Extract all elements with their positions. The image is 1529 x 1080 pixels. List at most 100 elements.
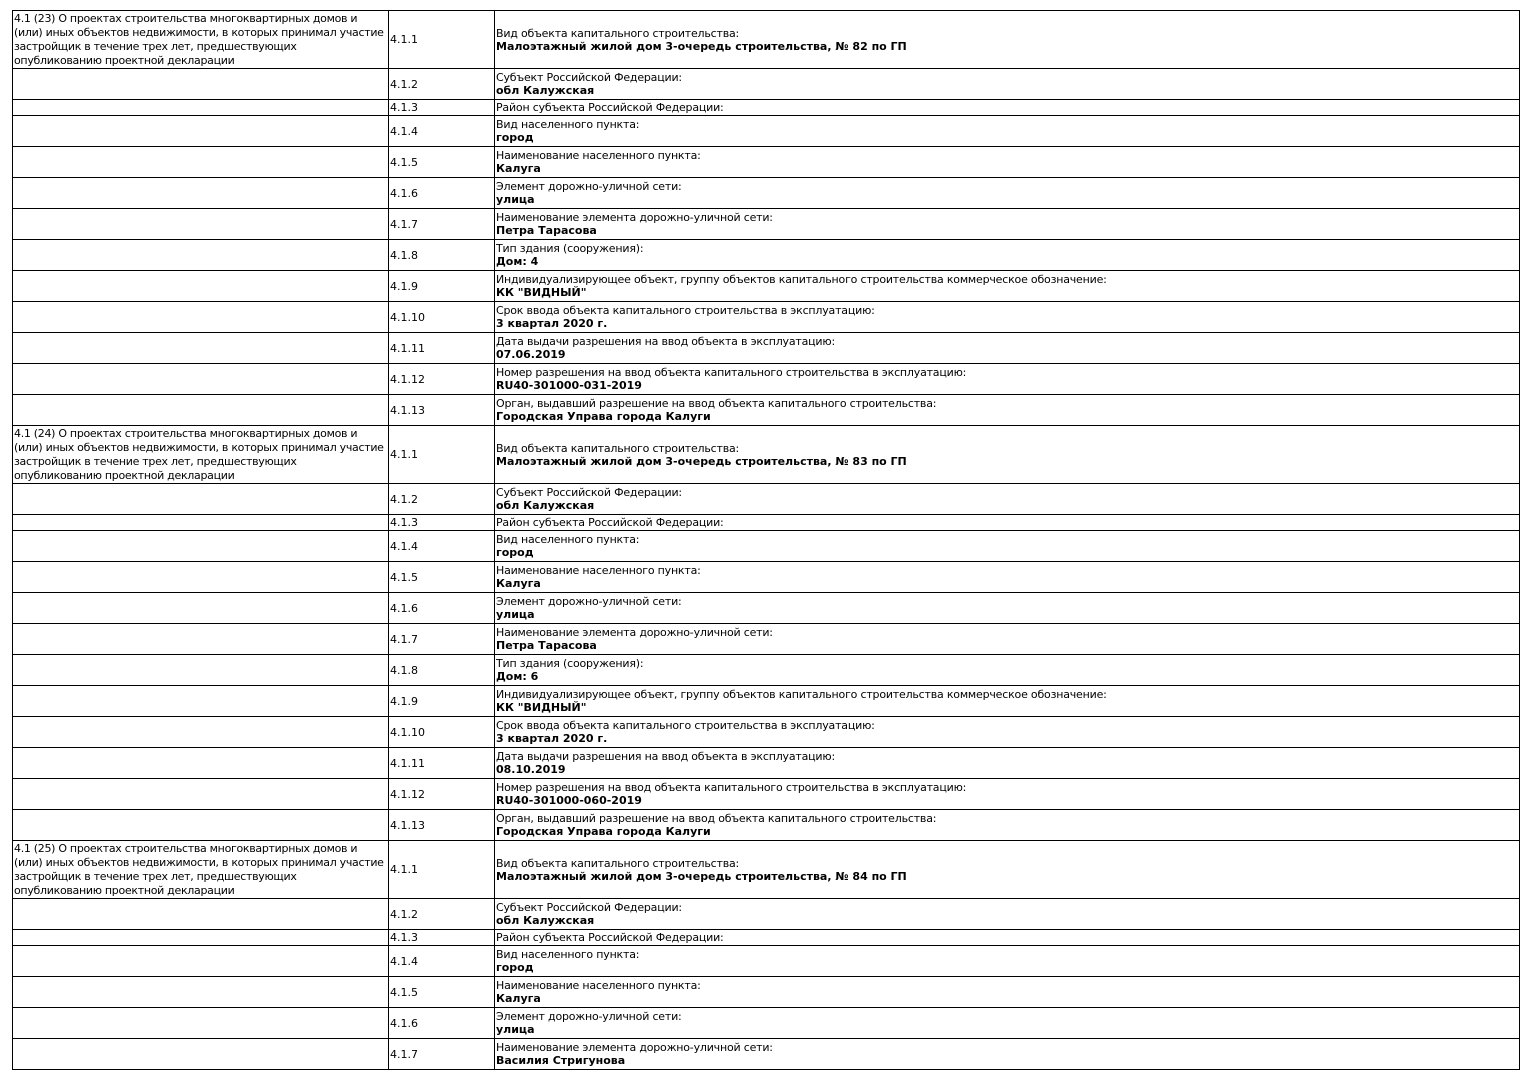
item-content: Вид населенного пункта: город [494,530,1520,562]
item-content: Тип здания (сооружения): Дом: 6 [494,654,1520,686]
item-value: Городская Управа города Калуги [496,410,711,423]
table-row: 4.1.3 Район субъекта Российской Федерации… [12,99,1520,116]
item-content: Вид объекта капитального строительства: М… [494,425,1520,484]
item-number: 4.1.2 [388,68,495,100]
item-label: Вид объекта капитального строительства: [496,441,740,455]
item-content: Субъект Российской Федерации: обл Калужск… [494,898,1520,930]
item-number: 4.1.10 [388,716,495,748]
item-label: Орган, выдавший разрешение на ввод объек… [496,812,937,825]
item-number: 4.1.6 [388,177,495,209]
table-row: 4.1.11 Дата выдачи разрешения на ввод объ… [12,332,1520,364]
table-row: 4.1.7 Наименование элемента дорожно-уличн… [12,208,1520,240]
item-label: Элемент дорожно-уличной сети: [496,595,682,608]
table-row: 4.1.4 Вид населенного пункта: город [12,115,1520,147]
item-value: город [496,546,534,559]
item-content: Район субъекта Российской Федерации: [494,929,1520,946]
item-content: Наименование населенного пункта: Калуга [494,976,1520,1008]
item-value: RU40-301000-060-2019 [496,794,642,807]
item-number: 4.1.5 [388,146,495,178]
item-label: Субъект Российской Федерации: [496,486,682,499]
item-label: Вид населенного пункта: [496,118,640,131]
item-value: Василия Стригунова [496,1054,626,1067]
item-value: Малоэтажный жилой дом 3-очередь строител… [496,869,907,883]
empty-cell [12,68,389,100]
item-label: Дата выдачи разрешения на ввод объекта в… [496,750,835,763]
table-row: 4.1.12 Номер разрешения на ввод объекта к… [12,363,1520,395]
item-content: Наименование населенного пункта: Калуга [494,561,1520,593]
item-label: Наименование населенного пункта: [496,979,701,992]
item-value: Петра Тарасова [496,224,597,237]
item-number: 4.1.2 [388,483,495,515]
item-value: Калуга [496,577,541,590]
item-content: Срок ввода объекта капитального строител… [494,716,1520,748]
item-value: 08.10.2019 [496,763,566,776]
item-value: 07.06.2019 [496,348,566,361]
table-row: 4.1.4 Вид населенного пункта: город [12,530,1520,562]
table-row: 4.1.4 Вид населенного пункта: город [12,945,1520,977]
item-value: КК "ВИДНЫЙ" [496,286,587,299]
section-header-cell: 4.1 (24) О проектах строительства многок… [12,425,389,484]
item-label: Элемент дорожно-уличной сети: [496,180,682,193]
item-number: 4.1.6 [388,592,495,624]
item-content: Тип здания (сооружения): Дом: 4 [494,239,1520,271]
table-row: 4.1.13 Орган, выдавший разрешение на ввод… [12,809,1520,841]
item-content: Субъект Российской Федерации: обл Калужск… [494,68,1520,100]
empty-cell [12,483,389,515]
item-label: Наименование элемента дорожно-уличной се… [496,1041,773,1054]
empty-cell [12,623,389,655]
empty-cell [12,716,389,748]
table-row: 4.1.7 Наименование элемента дорожно-уличн… [12,1038,1520,1070]
item-content: Субъект Российской Федерации: обл Калужск… [494,483,1520,515]
table-row: 4.1.9 Индивидуализирующее объект, группу … [12,270,1520,302]
item-label: Район субъекта Российской Федерации: [496,931,724,944]
item-content: Орган, выдавший разрешение на ввод объек… [494,809,1520,841]
item-content: Дата выдачи разрешения на ввод объекта в… [494,747,1520,779]
item-number: 4.1.4 [388,115,495,147]
empty-cell [12,898,389,930]
item-content: Номер разрешения на ввод объекта капитал… [494,778,1520,810]
item-number: 4.1.7 [388,1038,495,1070]
item-value: Дом: 4 [496,255,539,268]
table-row: 4.1.8 Тип здания (сооружения): Дом: 6 [12,654,1520,686]
item-label: Номер разрешения на ввод объекта капитал… [496,366,967,379]
empty-cell [12,685,389,717]
item-content: Элемент дорожно-уличной сети: улица [494,592,1520,624]
table-row: 4.1.9 Индивидуализирующее объект, группу … [12,685,1520,717]
table-row: 4.1.2 Субъект Российской Федерации: обл Ка… [12,483,1520,515]
empty-cell [12,778,389,810]
item-label: Тип здания (сооружения): [496,657,644,670]
item-label: Индивидуализирующее объект, группу объек… [496,273,1107,286]
item-content: Наименование элемента дорожно-уличной се… [494,623,1520,655]
item-number: 4.1.8 [388,654,495,686]
item-value: город [496,131,534,144]
item-number: 4.1.11 [388,747,495,779]
item-value: улица [496,1023,535,1036]
table-row: 4.1.6 Элемент дорожно-уличной сети: улица [12,592,1520,624]
item-label: Вид объекта капитального строительства: [496,26,740,40]
item-number: 4.1.5 [388,976,495,1008]
item-value: Петра Тарасова [496,639,597,652]
item-content: Срок ввода объекта капитального строител… [494,301,1520,333]
item-content: Район субъекта Российской Федерации: [494,99,1520,116]
item-value: Малоэтажный жилой дом 3-очередь строител… [496,39,907,53]
item-label: Элемент дорожно-уличной сети: [496,1010,682,1023]
item-label: Тип здания (сооружения): [496,242,644,255]
item-value: Дом: 6 [496,670,539,683]
item-number: 4.1.3 [388,514,495,531]
item-number: 4.1.4 [388,945,495,977]
table-row: 4.1.7 Наименование элемента дорожно-уличн… [12,623,1520,655]
item-number: 4.1.12 [388,778,495,810]
item-label: Дата выдачи разрешения на ввод объекта в… [496,335,835,348]
item-label: Наименование населенного пункта: [496,564,701,577]
table-row: 4.1.5 Наименование населенного пункта: Кал… [12,976,1520,1008]
empty-cell [12,530,389,562]
item-content: Вид населенного пункта: город [494,945,1520,977]
item-content: Элемент дорожно-уличной сети: улица [494,177,1520,209]
table-row: 4.1.12 Номер разрешения на ввод объекта к… [12,778,1520,810]
item-label: Вид населенного пункта: [496,948,640,961]
item-number: 4.1.4 [388,530,495,562]
item-label: Район субъекта Российской Федерации: [496,516,724,529]
item-number: 4.1.7 [388,208,495,240]
item-label: Срок ввода объекта капитального строител… [496,719,875,732]
item-value: RU40-301000-031-2019 [496,379,642,392]
